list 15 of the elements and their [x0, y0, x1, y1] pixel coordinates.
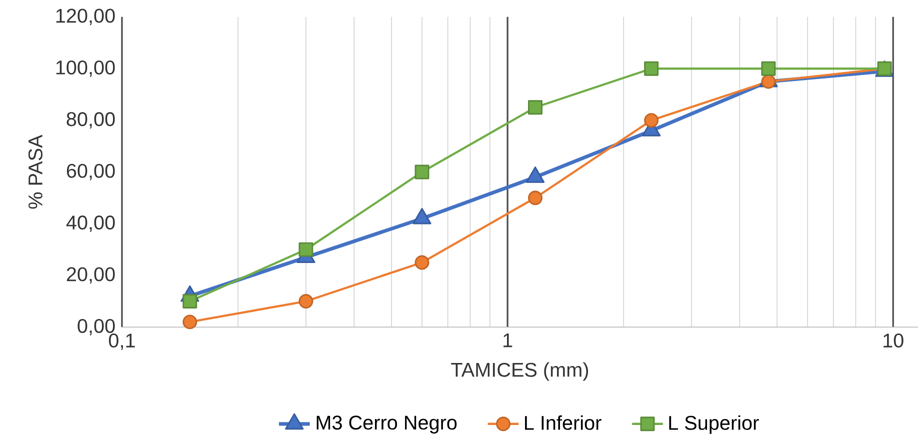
y-tick-label: 120,00	[56, 8, 115, 26]
y-tick-label: 0,00	[78, 318, 115, 336]
x-axis-title: TAMICES (mm)	[451, 362, 588, 381]
legend-label: M3 Cerro Negro	[316, 416, 457, 434]
x-tick-label: 0,1	[108, 333, 135, 350]
y-tick-label: 80,00	[66, 112, 115, 128]
y-tick-label: 20,00	[66, 267, 115, 284]
x-tick-label: 10	[884, 333, 904, 348]
y-tick-label: 40,00	[66, 215, 115, 232]
legend-label: L Superior	[669, 415, 759, 434]
y-axis-title: % PASA	[28, 134, 42, 209]
legend-label: L Inferior	[525, 415, 602, 430]
y-tick-label: 100,00	[56, 60, 115, 77]
x-tick-label: 1	[504, 333, 512, 348]
y-tick-label: 60,00	[66, 164, 115, 180]
